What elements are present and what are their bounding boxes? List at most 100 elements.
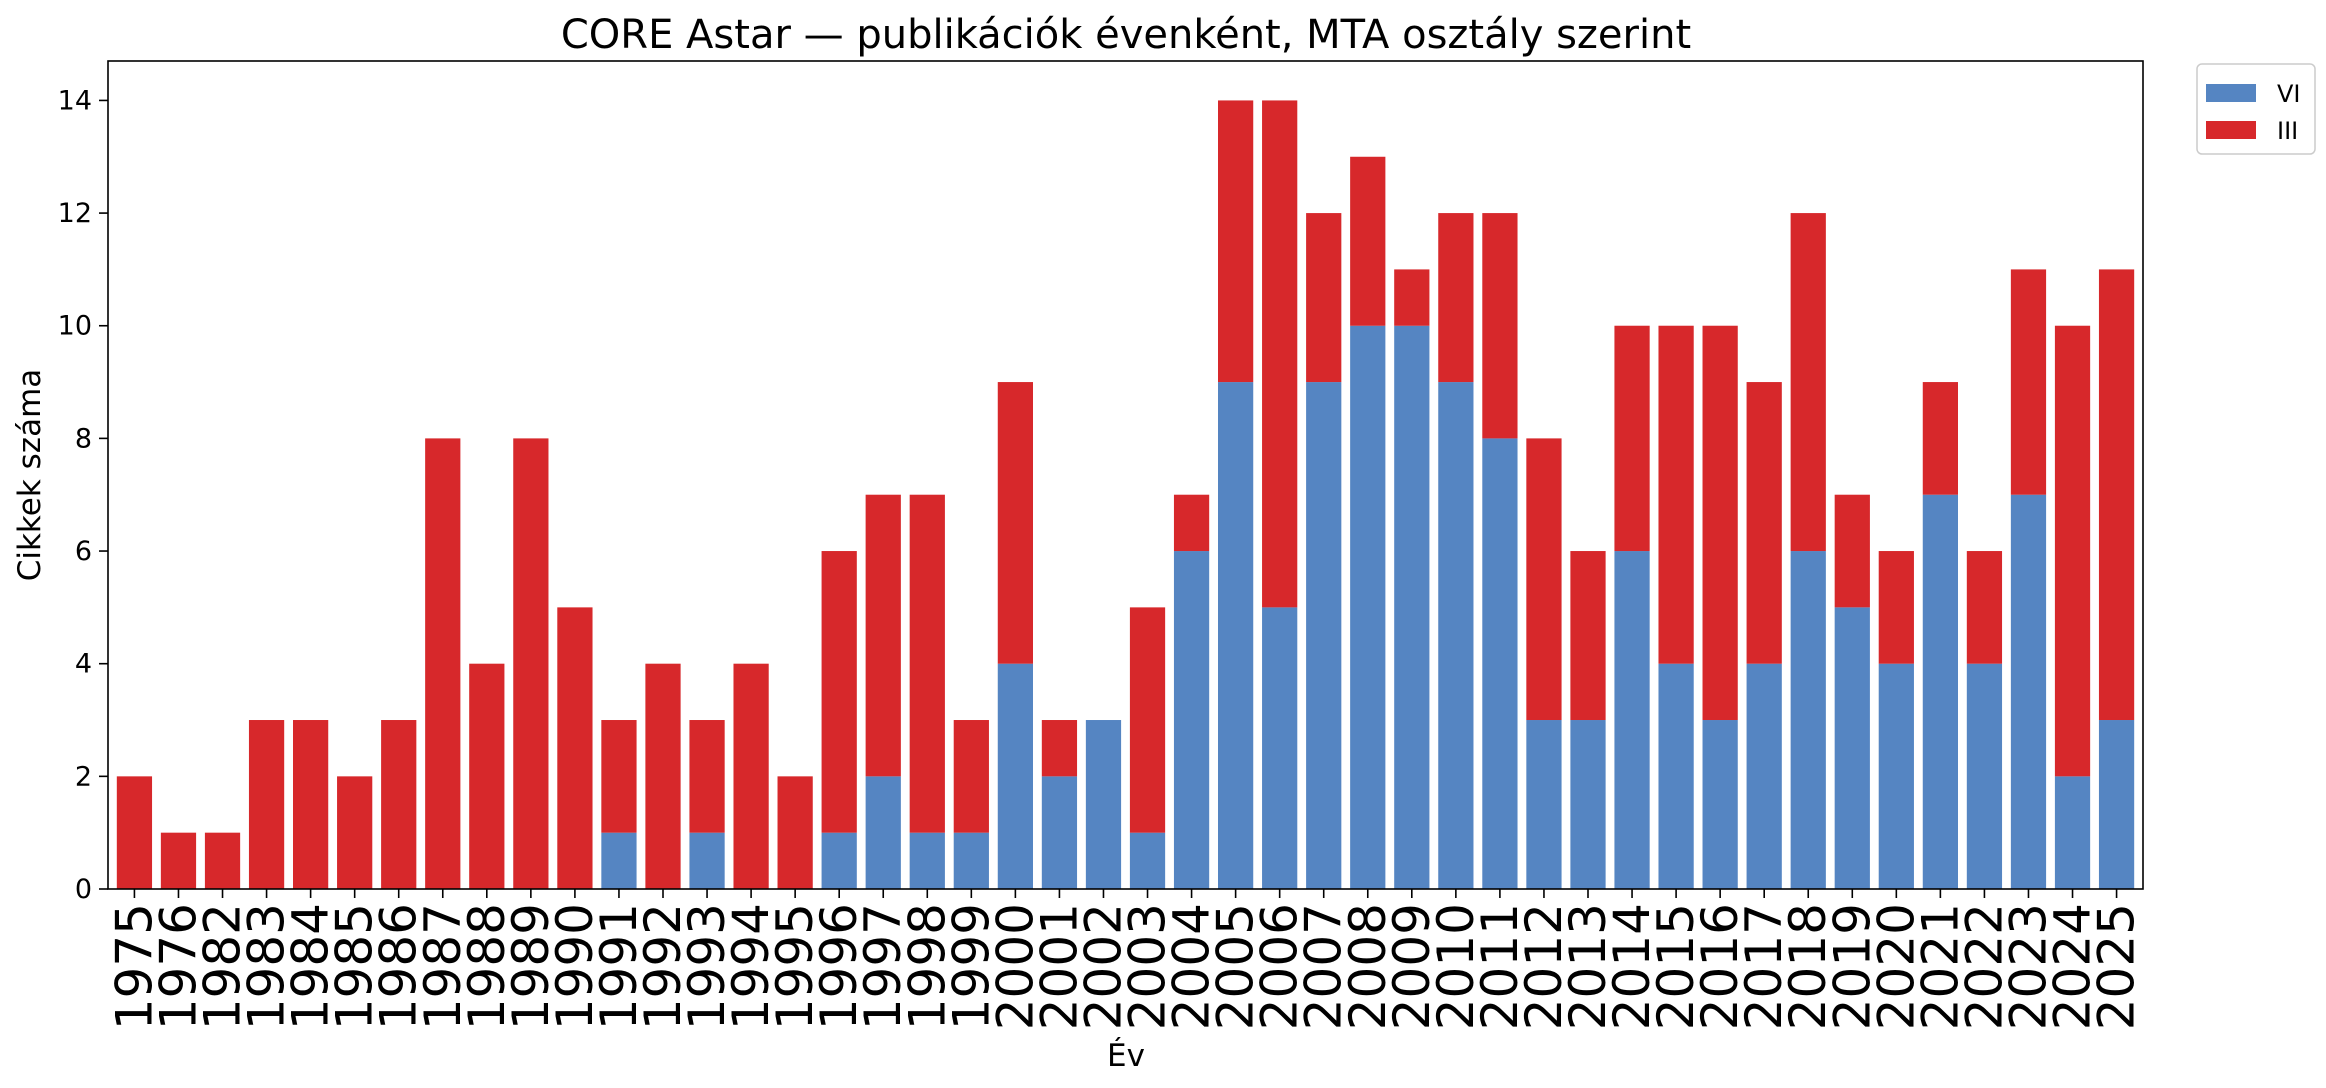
bar-vi-2021 bbox=[1922, 494, 1958, 889]
x-tick-label-1975: 1975 bbox=[105, 903, 163, 1030]
bar-vi-2008 bbox=[1350, 325, 1386, 890]
bar-vi-2001 bbox=[1041, 776, 1078, 889]
x-tick-label-1986: 1986 bbox=[370, 903, 428, 1030]
bar-iii-1988 bbox=[469, 663, 505, 889]
bar-iii-2017 bbox=[1746, 382, 1782, 664]
bar-vi-2010 bbox=[1438, 382, 1474, 889]
bar-vi-2017 bbox=[1746, 663, 1782, 889]
bar-iii-2022 bbox=[1966, 551, 2003, 664]
bar-iii-1982 bbox=[204, 832, 241, 889]
x-tick-label-2004: 2004 bbox=[1163, 903, 1221, 1030]
x-tick-label-1999: 1999 bbox=[942, 903, 1000, 1030]
bar-iii-1998 bbox=[909, 494, 945, 833]
bar-iii-1991 bbox=[601, 720, 637, 833]
x-tick-label-1997: 1997 bbox=[854, 903, 912, 1030]
x-tick-label-2020: 2020 bbox=[1867, 903, 1925, 1030]
bar-vi-2025 bbox=[2098, 720, 2135, 889]
x-tick-label-1993: 1993 bbox=[678, 903, 736, 1030]
bar-vi-1999 bbox=[953, 832, 989, 889]
x-axis-label: Év bbox=[1107, 1038, 1145, 1074]
bar-iii-2015 bbox=[1658, 325, 1694, 664]
plot-frame bbox=[107, 60, 2144, 890]
bar-iii-2005 bbox=[1218, 100, 1254, 383]
bar-iii-1997 bbox=[865, 494, 901, 777]
y-tick-label-4: 4 bbox=[75, 649, 92, 680]
bar-iii-1976 bbox=[160, 832, 197, 889]
x-tick-label-2001: 2001 bbox=[1030, 903, 1088, 1030]
bar-vi-2022 bbox=[1966, 663, 2003, 889]
bars-layer bbox=[116, 100, 2135, 890]
x-tick-label-2003: 2003 bbox=[1119, 903, 1177, 1030]
bar-vi-2014 bbox=[1614, 551, 1650, 889]
legend-swatch-iii bbox=[2206, 121, 2256, 139]
x-tick-label-2009: 2009 bbox=[1383, 903, 1441, 1030]
bar-vi-2016 bbox=[1702, 720, 1738, 889]
bar-vi-2006 bbox=[1262, 607, 1298, 889]
bar-vi-2004 bbox=[1173, 551, 1210, 889]
x-tick-label-1994: 1994 bbox=[722, 903, 780, 1030]
bar-iii-2012 bbox=[1526, 438, 1562, 721]
x-tick-label-2012: 2012 bbox=[1515, 903, 1573, 1030]
x-tick-label-1985: 1985 bbox=[326, 903, 384, 1030]
bar-iii-1995 bbox=[777, 776, 813, 889]
bar-iii-2003 bbox=[1129, 607, 1166, 833]
bar-iii-2007 bbox=[1306, 213, 1342, 383]
x-tick-label-2023: 2023 bbox=[1999, 903, 2057, 1030]
bar-iii-1987 bbox=[425, 438, 461, 889]
bar-vi-1991 bbox=[601, 832, 637, 889]
bar-iii-2004 bbox=[1173, 494, 1210, 552]
legend-label-vi: VI bbox=[2277, 80, 2301, 108]
legend-swatch-vi bbox=[2206, 84, 2256, 102]
bar-vi-2024 bbox=[2054, 776, 2091, 889]
chart-title: CORE Astar — publikációk évenként, MTA o… bbox=[561, 12, 1691, 58]
bar-iii-2020 bbox=[1878, 551, 1914, 664]
bar-vi-2009 bbox=[1394, 325, 1430, 890]
x-tick-label-2002: 2002 bbox=[1074, 903, 1132, 1030]
y-tick-label-6: 6 bbox=[75, 536, 92, 567]
x-tick-label-2013: 2013 bbox=[1559, 903, 1617, 1030]
bar-vi-2023 bbox=[2010, 494, 2047, 889]
bar-iii-2001 bbox=[1041, 720, 1078, 777]
bar-iii-2013 bbox=[1570, 551, 1606, 721]
x-tick-label-1991: 1991 bbox=[590, 903, 648, 1030]
y-axis: 0 2 4 6 8 10 12 14 bbox=[58, 85, 108, 905]
x-tick-label-2017: 2017 bbox=[1735, 903, 1793, 1030]
bar-vi-1997 bbox=[865, 776, 901, 889]
bar-iii-1975 bbox=[116, 776, 153, 889]
bar-vi-2000 bbox=[997, 663, 1033, 889]
bar-iii-1984 bbox=[293, 720, 329, 889]
x-tick-label-2005: 2005 bbox=[1207, 903, 1265, 1030]
y-tick-label-8: 8 bbox=[75, 423, 92, 454]
y-tick-label-12: 12 bbox=[58, 198, 92, 229]
y-tick-label-10: 10 bbox=[58, 311, 92, 342]
x-tick-label-1988: 1988 bbox=[458, 903, 516, 1030]
x-tick-label-1987: 1987 bbox=[414, 903, 472, 1030]
bar-iii-1983 bbox=[248, 720, 285, 889]
x-tick-label-2007: 2007 bbox=[1295, 903, 1353, 1030]
bar-iii-1992 bbox=[645, 663, 681, 889]
bar-iii-2025 bbox=[2098, 269, 2135, 721]
bar-iii-2011 bbox=[1482, 213, 1518, 439]
bar-vi-2011 bbox=[1482, 438, 1518, 889]
bar-iii-1994 bbox=[733, 663, 769, 889]
x-tick-label-1998: 1998 bbox=[898, 903, 956, 1030]
bar-vi-2012 bbox=[1526, 720, 1562, 889]
bar-iii-2008 bbox=[1350, 156, 1386, 326]
bar-iii-1989 bbox=[513, 438, 549, 889]
bar-iii-1990 bbox=[557, 607, 593, 889]
bar-iii-2010 bbox=[1438, 213, 1474, 383]
y-tick-label-14: 14 bbox=[58, 85, 92, 116]
x-tick-label-2016: 2016 bbox=[1691, 903, 1749, 1030]
bar-vi-2013 bbox=[1570, 720, 1606, 889]
x-tick-label-2011: 2011 bbox=[1471, 903, 1529, 1030]
legend: VI III bbox=[2196, 63, 2316, 155]
bar-vi-2019 bbox=[1834, 607, 1870, 889]
x-tick-label-1982: 1982 bbox=[194, 903, 252, 1030]
bar-vi-2005 bbox=[1218, 382, 1254, 889]
x-tick-label-2019: 2019 bbox=[1823, 903, 1881, 1030]
x-tick-label-2008: 2008 bbox=[1339, 903, 1397, 1030]
bar-vi-2015 bbox=[1658, 663, 1694, 889]
bar-iii-2021 bbox=[1922, 382, 1958, 495]
bar-iii-2000 bbox=[997, 382, 1033, 664]
